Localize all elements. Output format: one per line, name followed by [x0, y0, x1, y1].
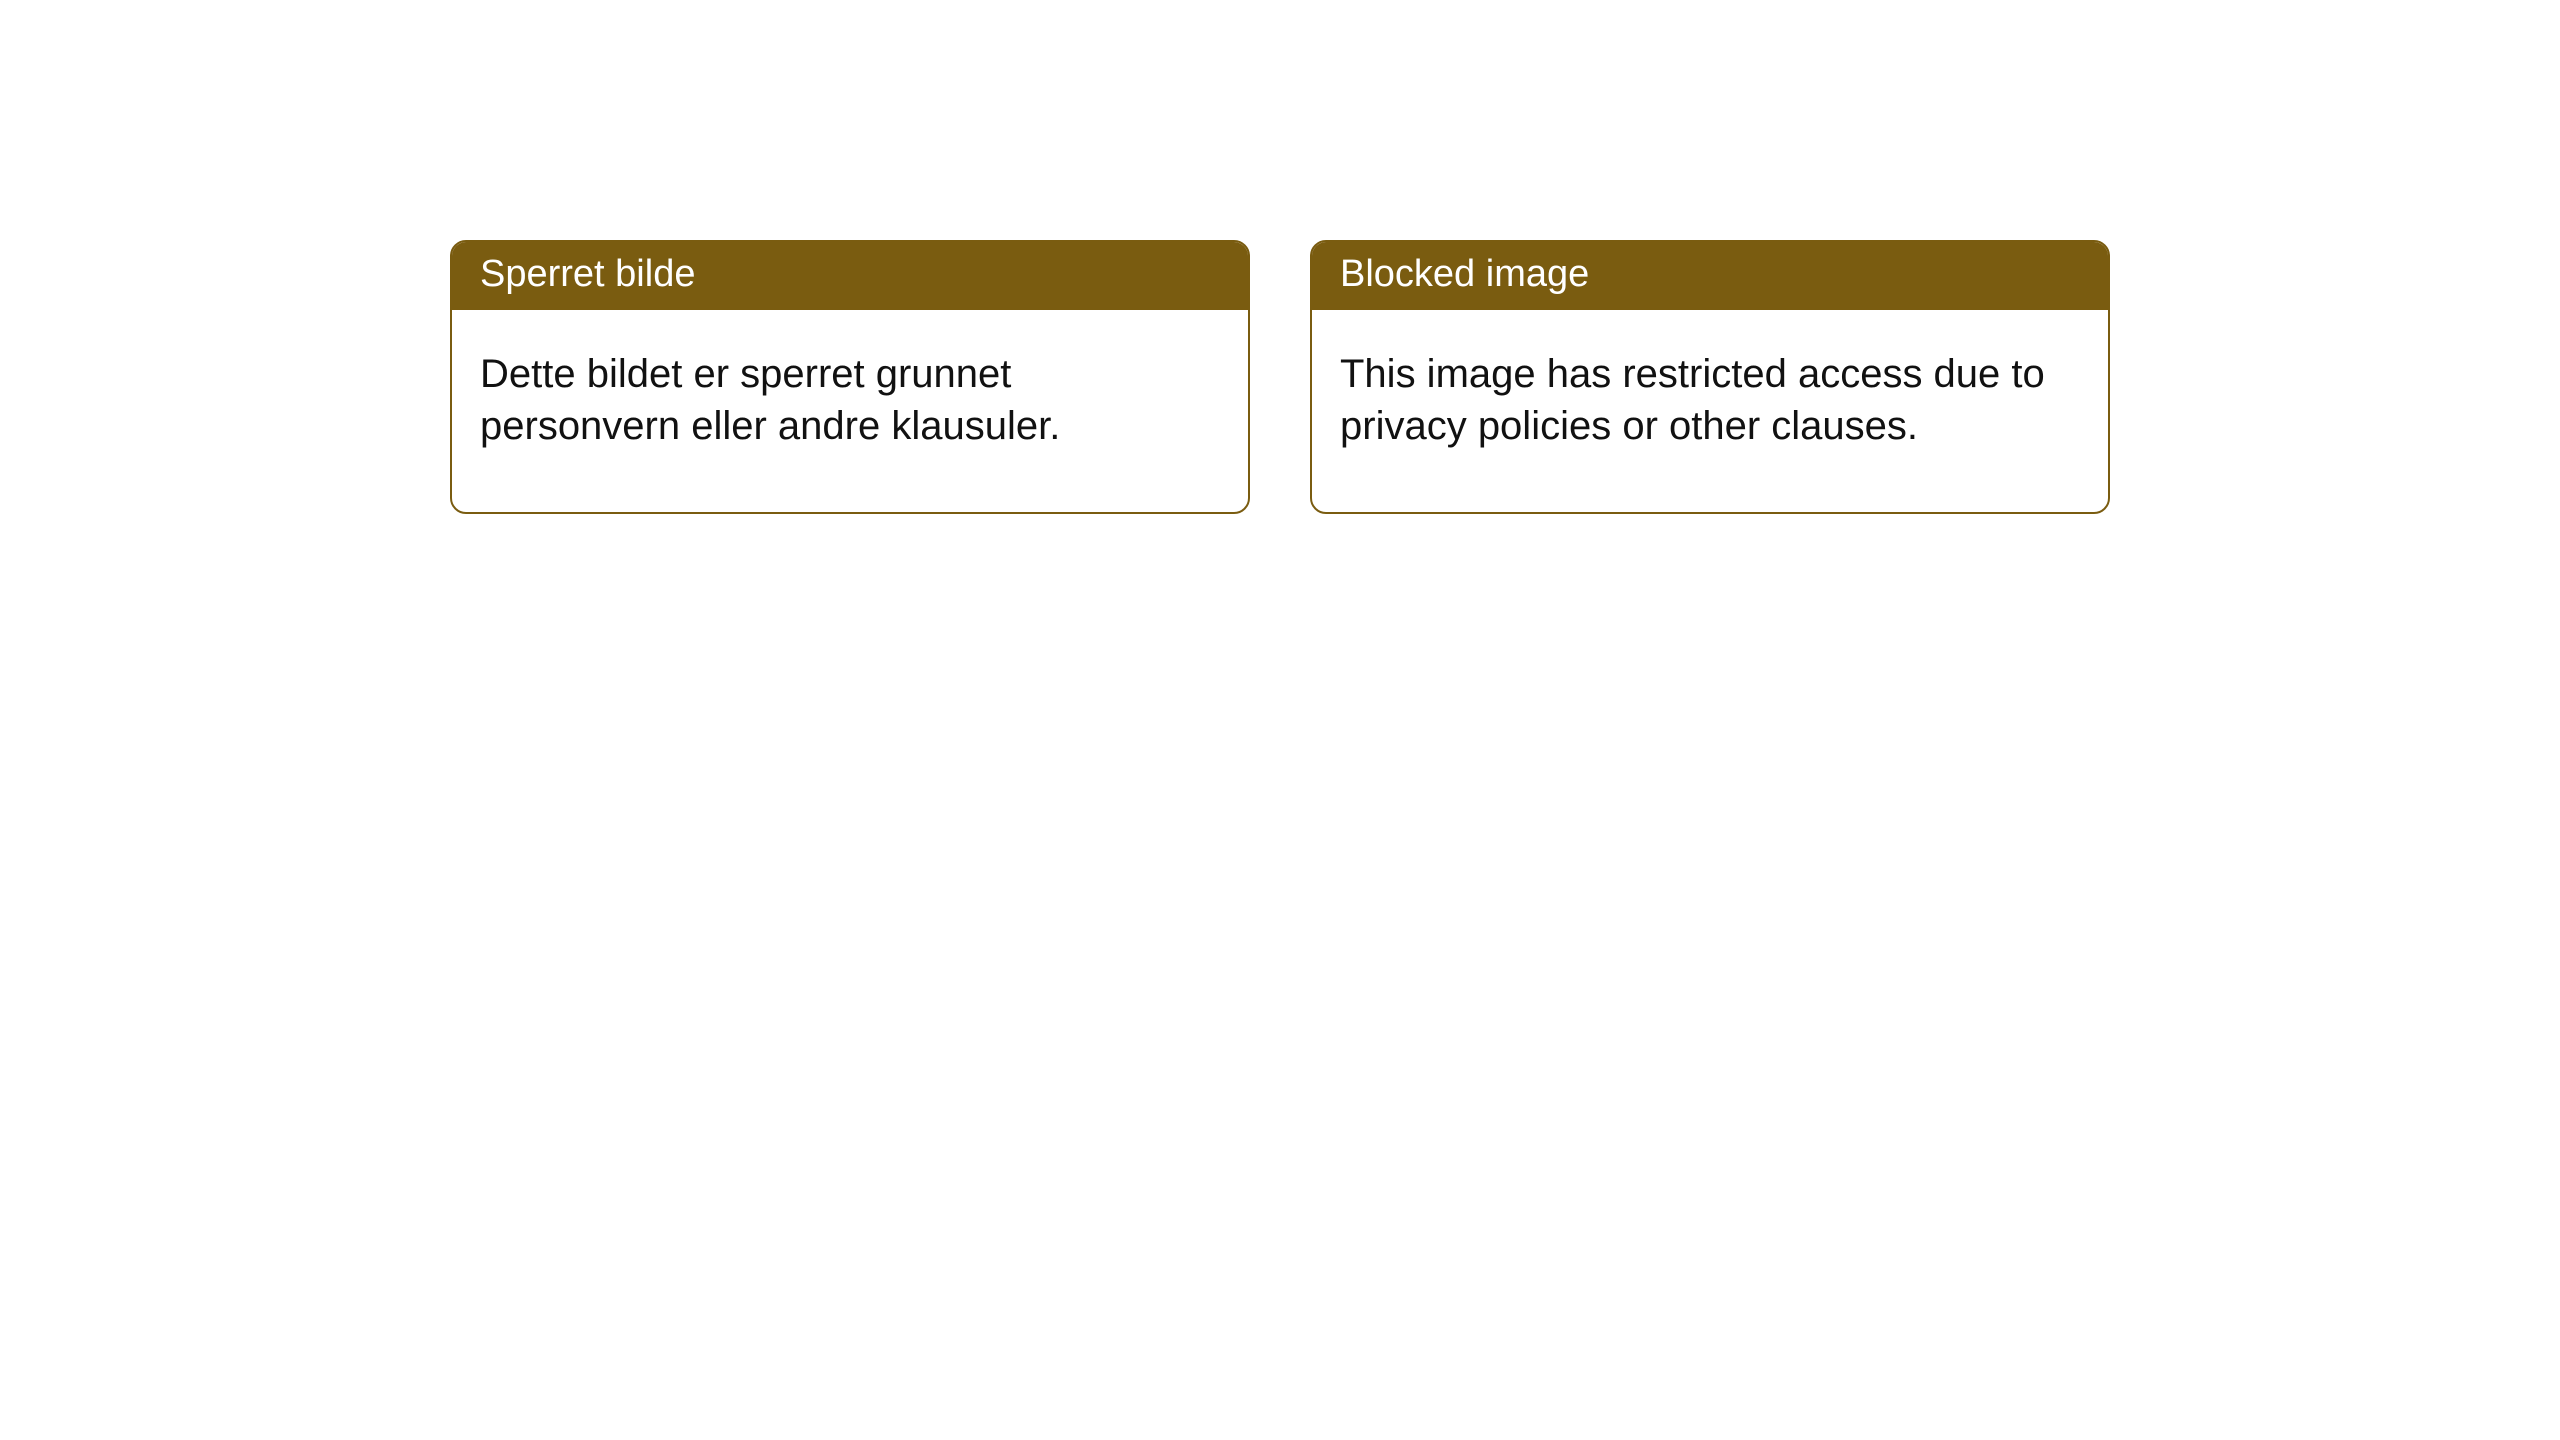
card-body-norwegian: Dette bildet er sperret grunnet personve…	[452, 310, 1248, 512]
cards-container: Sperret bilde Dette bildet er sperret gr…	[0, 0, 2560, 514]
card-header-english: Blocked image	[1312, 242, 2108, 310]
card-body-english: This image has restricted access due to …	[1312, 310, 2108, 512]
blocked-image-card-english: Blocked image This image has restricted …	[1310, 240, 2110, 514]
blocked-image-card-norwegian: Sperret bilde Dette bildet er sperret gr…	[450, 240, 1250, 514]
card-header-norwegian: Sperret bilde	[452, 242, 1248, 310]
